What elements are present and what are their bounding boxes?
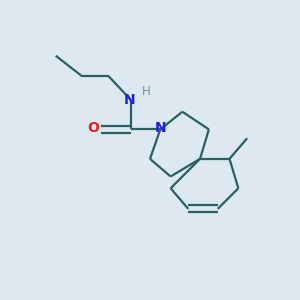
Text: O: O	[87, 121, 99, 135]
Text: N: N	[154, 121, 166, 135]
Text: N: N	[124, 93, 135, 107]
Text: H: H	[142, 85, 151, 98]
